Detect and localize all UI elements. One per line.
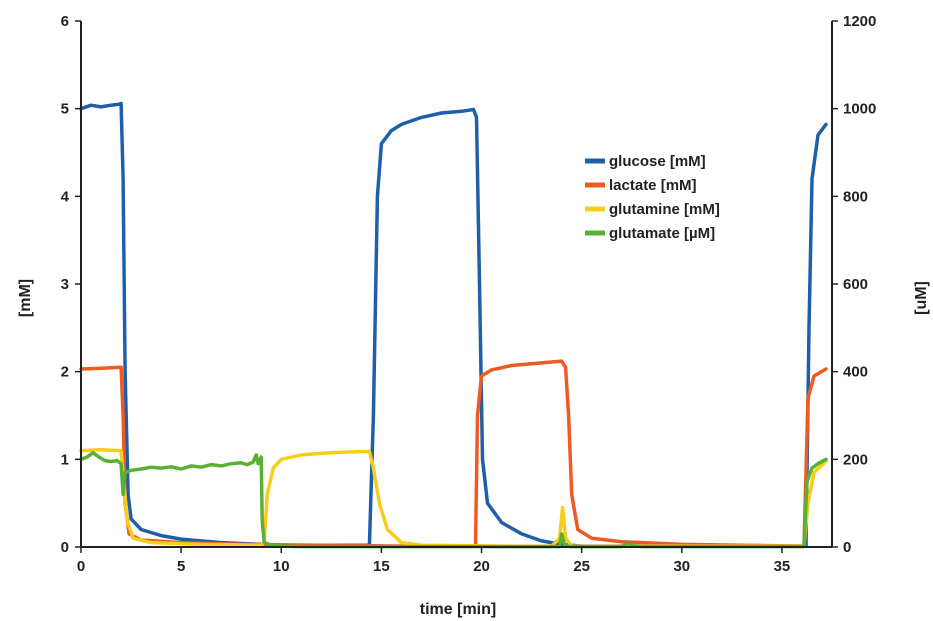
x-tick-label: 35 <box>774 558 791 575</box>
right-y-tick-label: 600 <box>843 276 868 293</box>
ticks-layer: 0 5 10 15 20 25 30 35 0 1 2 3 4 5 6 0 200 400 600 800 1000 12… <box>61 13 877 575</box>
left-y-tick-label: 5 <box>61 101 69 118</box>
right-y-tick-label: 1200 <box>843 13 876 30</box>
right-y-tick-label: 400 <box>843 364 868 381</box>
left-y-tick-label: 1 <box>61 451 69 468</box>
x-axis-title: time [min] <box>420 601 496 618</box>
legend-label-lactate: lactate [mM] <box>609 177 697 194</box>
legend-label-glucose: glucose [mM] <box>609 153 706 170</box>
left-y-tick-label: 4 <box>61 188 70 205</box>
right-y-tick-label: 200 <box>843 451 868 468</box>
series-line-glutamine <box>79 447 828 548</box>
series-line-glutamate <box>79 451 828 549</box>
right-y-tick-label: 0 <box>843 539 851 556</box>
left-y-tick-label: 3 <box>61 276 69 293</box>
left-y-tick-label: 2 <box>61 364 69 381</box>
right-y-tick-label: 800 <box>843 188 868 205</box>
right-y-tick-label: 1000 <box>843 101 876 118</box>
series-layer <box>79 101 828 549</box>
left-y-axis-title: [mM] <box>17 279 34 317</box>
x-tick-label: 0 <box>77 558 85 575</box>
x-tick-label: 15 <box>373 558 390 575</box>
legend-label-glutamate: glutamate [µM] <box>609 225 715 242</box>
x-tick-label: 5 <box>177 558 185 575</box>
left-y-tick-label: 0 <box>61 539 69 556</box>
x-tick-label: 25 <box>573 558 590 575</box>
legend-label-glutamine: glutamine [mM] <box>609 201 720 218</box>
x-tick-label: 20 <box>473 558 490 575</box>
x-tick-label: 10 <box>273 558 290 575</box>
x-tick-label: 30 <box>673 558 690 575</box>
legend: glucose [mM] lactate [mM] glutamine [mM] gl… <box>585 153 720 242</box>
right-y-axis-title: [uM] <box>913 281 930 315</box>
left-y-tick-label: 6 <box>61 13 69 30</box>
